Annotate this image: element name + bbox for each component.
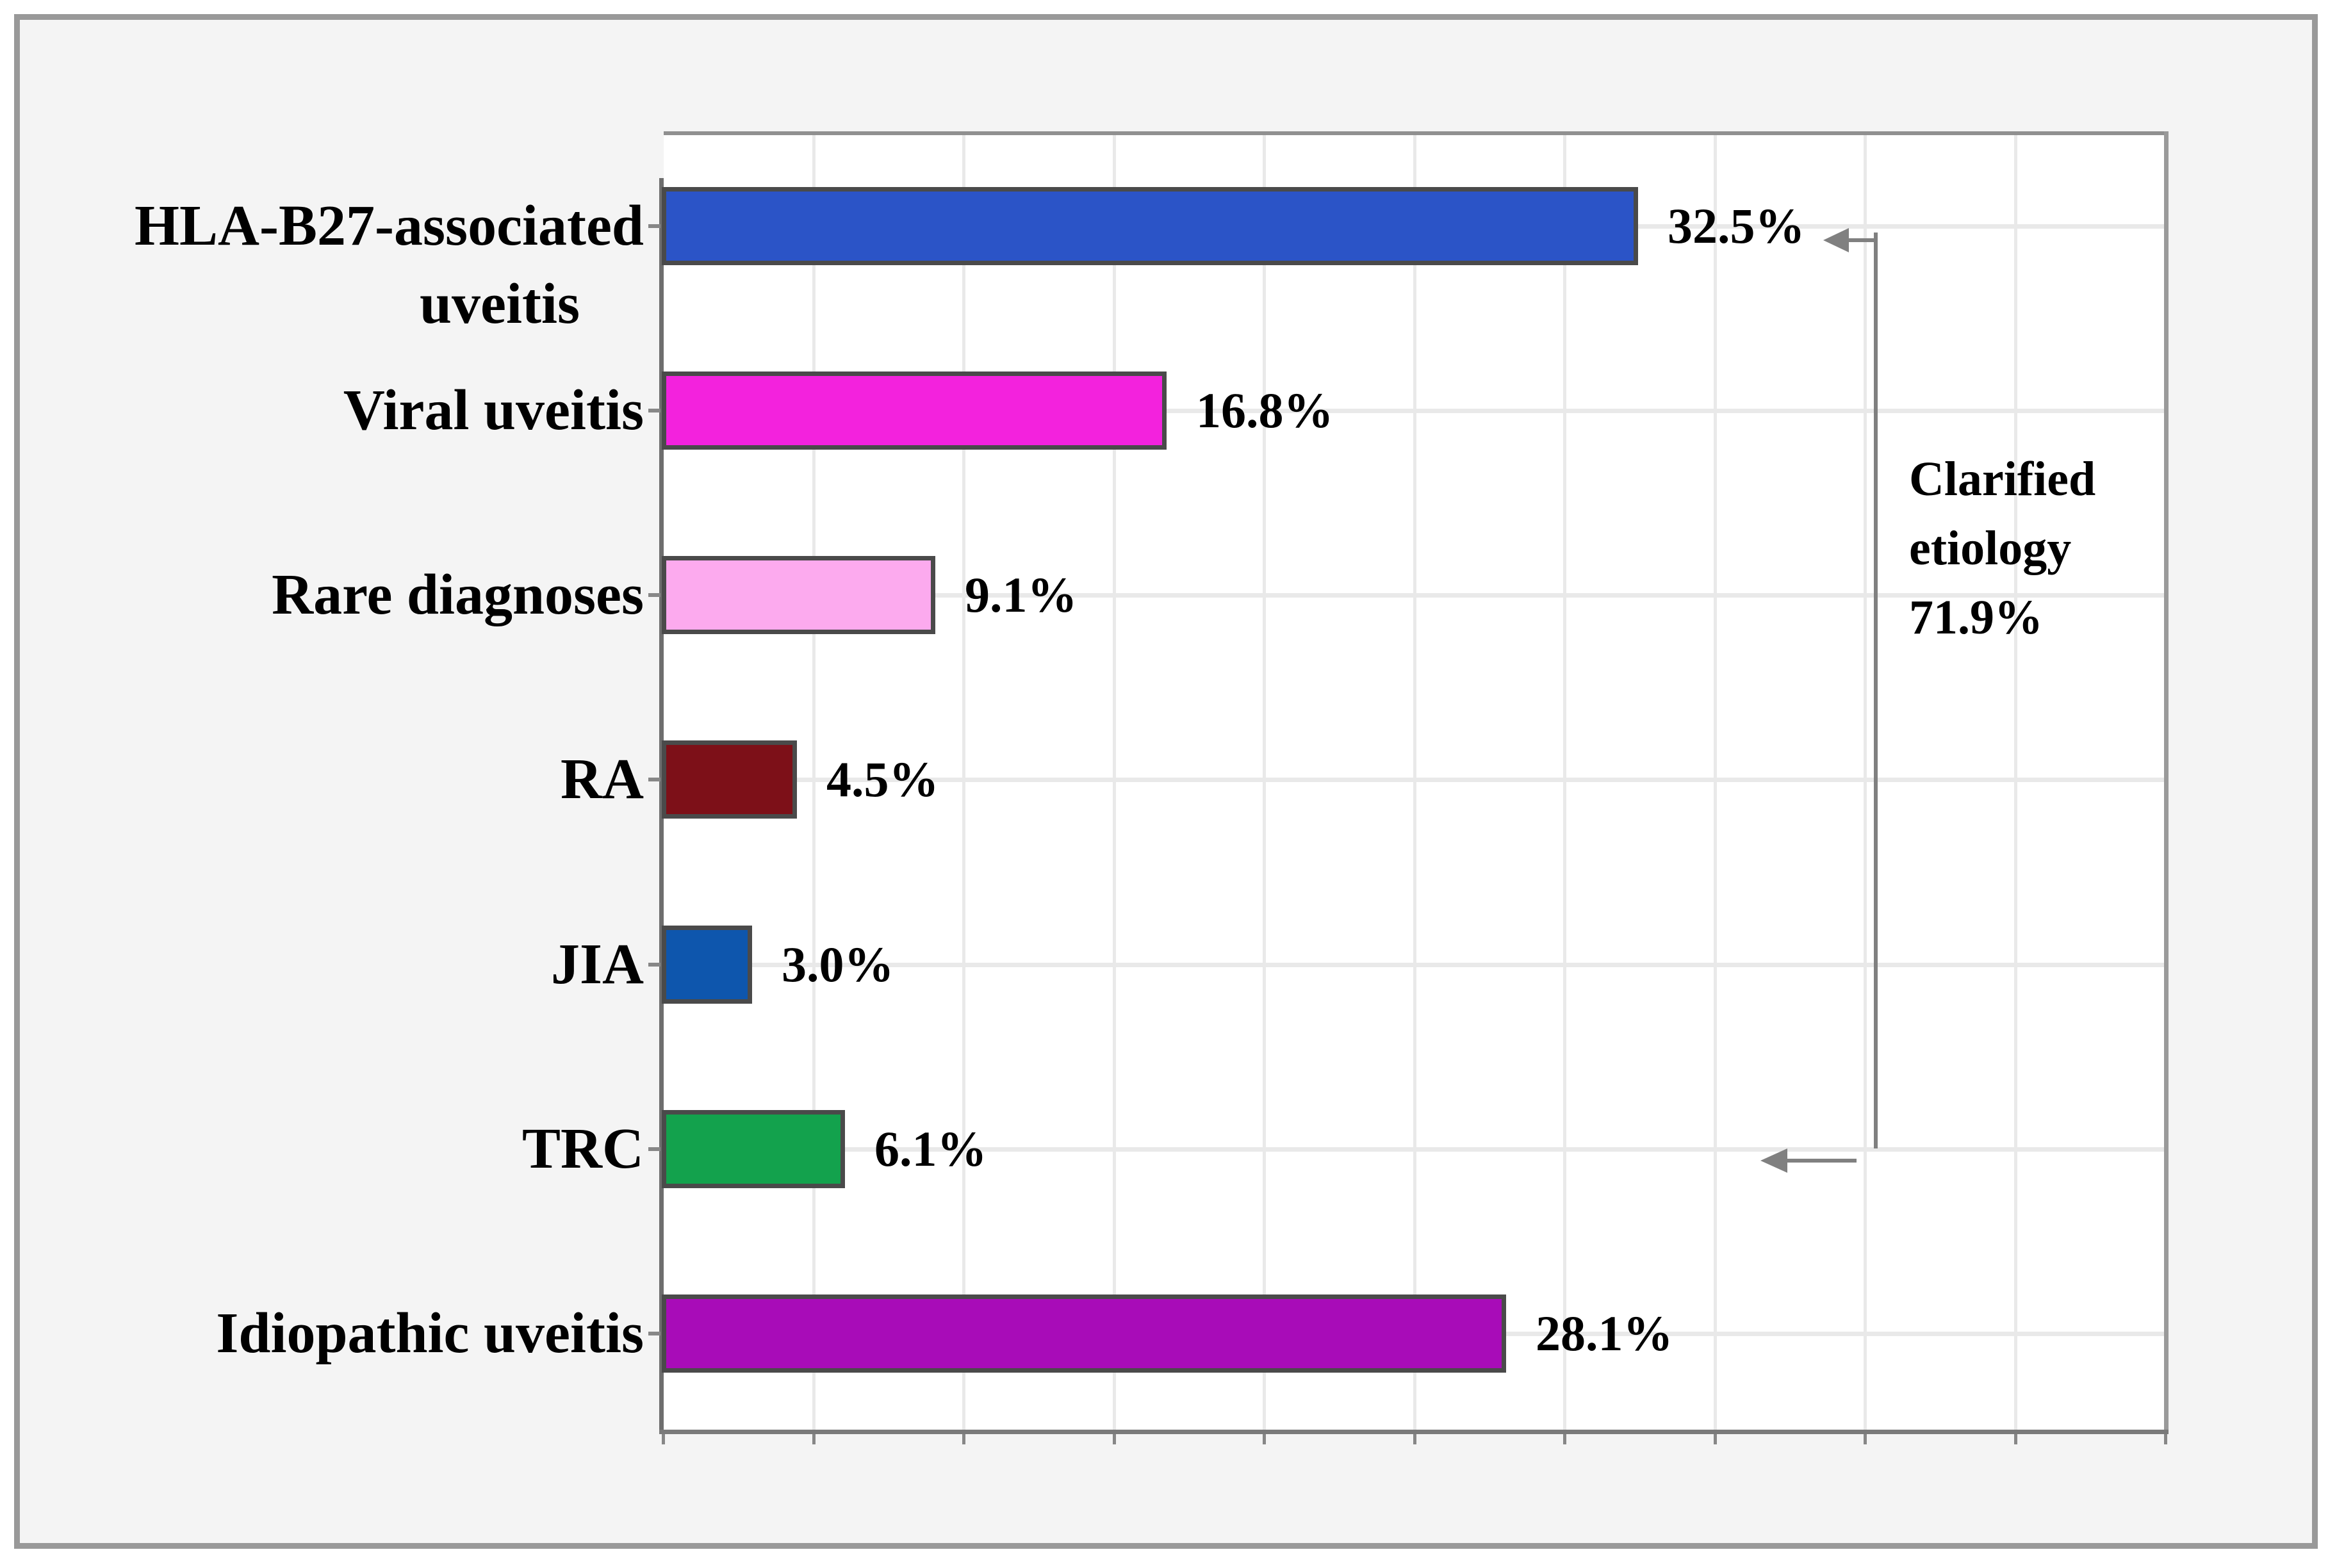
value-label-4: 4.5% <box>826 751 939 807</box>
value-label-5: 3.0% <box>782 936 894 992</box>
clarified-bottom-arrow-shaft <box>1786 1159 1857 1163</box>
x-axis-tick <box>962 1434 965 1444</box>
annotation-line-2: etiology <box>1909 521 2072 575</box>
vertical-gridline <box>1113 135 1116 1430</box>
y-axis-line <box>659 178 664 1434</box>
clarified-top-arrow-shaft <box>1848 238 1878 242</box>
clarified-top-arrow-icon <box>1823 228 1849 252</box>
category-label-6: TRC <box>67 1110 644 1188</box>
value-label-2: 16.8% <box>1196 382 1334 438</box>
bar-5 <box>662 926 752 1004</box>
x-axis-line <box>659 1430 2169 1434</box>
x-axis-tick <box>1263 1434 1266 1444</box>
bar-3 <box>662 556 935 634</box>
category-label-line: HLA-B27-associated <box>135 194 644 257</box>
x-axis-tick <box>1864 1434 1867 1444</box>
category-label-3: Rare diagnoses <box>67 556 644 634</box>
category-label-line: TRC <box>521 1117 644 1180</box>
category-label-7: Idiopathic uveitis <box>67 1294 644 1373</box>
category-label-line: Rare diagnoses <box>272 563 644 626</box>
horizontal-gridline <box>667 409 2164 413</box>
horizontal-gridline <box>667 963 2164 967</box>
vertical-gridline <box>1714 135 1717 1430</box>
horizontal-gridline <box>667 593 2164 598</box>
x-axis-tick <box>2164 1434 2167 1444</box>
x-axis-tick <box>2014 1434 2017 1444</box>
annotation-line-1: Clarified <box>1909 452 2096 506</box>
y-axis-tick <box>648 409 660 412</box>
y-axis-tick <box>648 1332 660 1335</box>
vertical-gridline <box>812 135 816 1430</box>
bar-6 <box>662 1110 845 1188</box>
x-axis-tick <box>662 1434 665 1444</box>
category-label-5: JIA <box>67 926 644 1004</box>
value-label-6: 6.1% <box>874 1121 987 1177</box>
x-axis-tick <box>1113 1434 1116 1444</box>
vertical-gridline <box>1263 135 1266 1430</box>
x-axis-tick <box>1413 1434 1416 1444</box>
vertical-gridline <box>962 135 965 1430</box>
plot-right-border <box>2164 131 2169 1434</box>
vertical-gridline <box>1563 135 1566 1430</box>
bar-1 <box>662 187 1638 265</box>
clarified-bottom-arrow-icon <box>1760 1148 1787 1173</box>
value-label-3: 9.1% <box>965 567 1078 623</box>
bar-4 <box>662 740 797 819</box>
horizontal-gridline <box>667 778 2164 782</box>
y-axis-tick <box>648 593 660 597</box>
annotation-line-3: 71.9% <box>1909 591 2043 644</box>
category-label-4: RA <box>67 740 644 819</box>
category-label-line: JIA <box>550 933 644 996</box>
x-axis-tick <box>812 1434 816 1444</box>
y-axis-tick <box>648 224 660 228</box>
value-label-1: 32.5% <box>1668 198 1805 254</box>
y-axis-tick <box>648 778 660 781</box>
category-label-line: uveitis <box>419 272 580 336</box>
category-label-2: Viral uveitis <box>67 372 644 450</box>
bar-7 <box>662 1294 1506 1373</box>
vertical-gridline <box>2014 135 2017 1430</box>
vertical-gridline <box>1864 135 1867 1430</box>
horizontal-gridline <box>667 1147 2164 1152</box>
category-label-line: Idiopathic uveitis <box>216 1302 644 1365</box>
bar-2 <box>662 372 1167 450</box>
clarified-bracket-line <box>1874 233 1878 1148</box>
y-axis-tick <box>648 963 660 967</box>
y-axis-tick <box>648 1147 660 1151</box>
plot-top-border <box>664 131 2169 135</box>
category-label-line: Viral uveitis <box>343 379 644 442</box>
x-axis-tick <box>1563 1434 1566 1444</box>
category-label-line: RA <box>561 747 644 811</box>
x-axis-tick <box>1714 1434 1717 1444</box>
annotation-clarified-etiology: Clarified etiology 71.9% <box>1909 445 2095 652</box>
vertical-gridline <box>1413 135 1416 1430</box>
category-label-1: HLA-B27-associated uveitis <box>67 187 644 343</box>
value-label-7: 28.1% <box>1536 1305 1673 1361</box>
